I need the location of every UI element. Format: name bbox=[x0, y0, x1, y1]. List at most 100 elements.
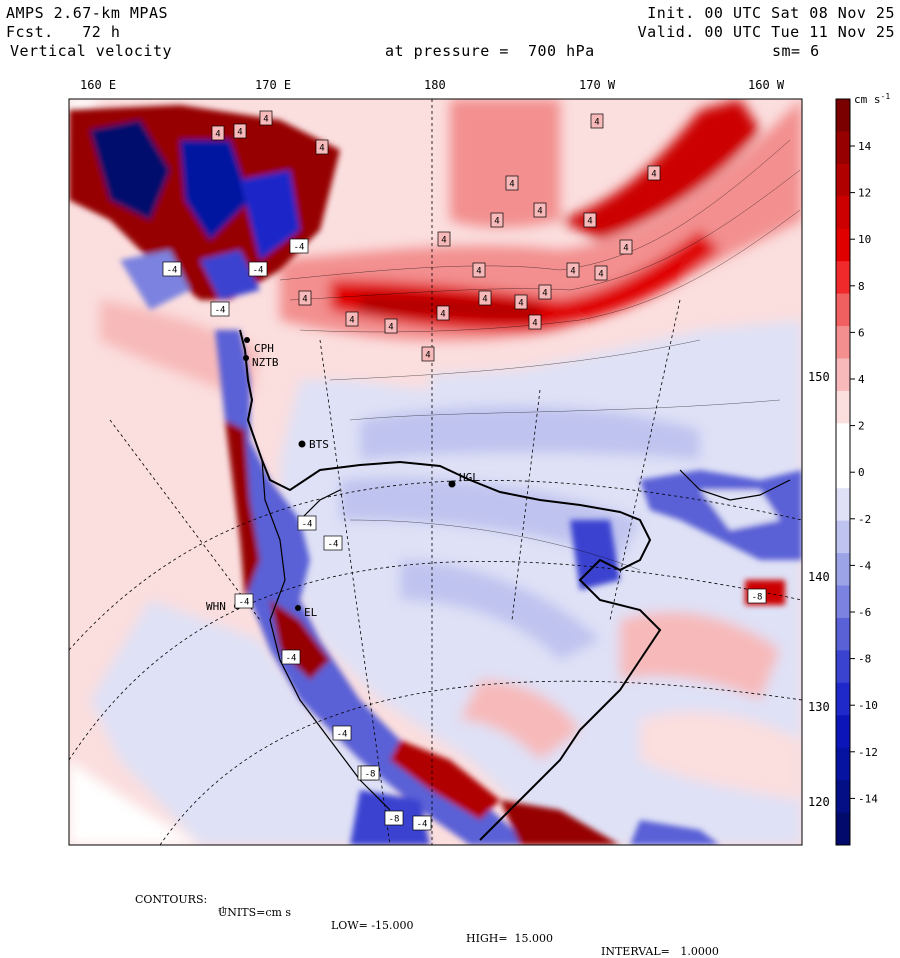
contour-label-text: -4 bbox=[294, 243, 305, 253]
contour-label-box bbox=[297, 515, 317, 531]
station-hgl: HGL bbox=[448, 471, 479, 488]
lon-label-170e: 170 E bbox=[255, 78, 291, 92]
colorbar-swatch bbox=[836, 228, 850, 262]
colorbar-swatch bbox=[836, 99, 850, 132]
colorbar-swatch bbox=[836, 390, 850, 424]
contour-label-text: 4 bbox=[263, 115, 268, 125]
colorbar-tick-label: 10 bbox=[858, 233, 871, 246]
colorbar-tick-label: -8 bbox=[858, 653, 871, 666]
contour-label-text: 4 bbox=[425, 351, 430, 361]
contour-label: 4 bbox=[315, 139, 329, 155]
colorbar-swatch bbox=[836, 261, 850, 295]
station-label-bts: BTS bbox=[309, 438, 329, 451]
contour-label: 4 bbox=[566, 262, 580, 278]
colorbar-ticks: 14 12 10 8 6 4 2 0 -2 -4 -6 -8 -10 -12 -14 bbox=[850, 140, 878, 805]
contour-label: 4 bbox=[619, 239, 633, 255]
colorbar-units: cm s-1 bbox=[854, 92, 890, 106]
contour-label-box bbox=[289, 238, 309, 254]
contour-label: 4 bbox=[384, 318, 398, 334]
colorbar-swatch bbox=[836, 812, 850, 846]
colorbar-swatch bbox=[836, 455, 850, 489]
contour-label: -4 bbox=[210, 301, 230, 317]
contour-label: -4 bbox=[234, 593, 254, 609]
contour-label-text: 4 bbox=[518, 299, 523, 309]
contour-label-text: 4 bbox=[587, 217, 592, 227]
contour-label-box bbox=[259, 110, 273, 126]
contour-label-text: 4 bbox=[623, 244, 628, 254]
contour-label-box bbox=[345, 311, 359, 327]
contour-label-text: 4 bbox=[441, 236, 446, 246]
contour-label-text: 4 bbox=[651, 170, 656, 180]
contour-label-box bbox=[210, 301, 230, 317]
contour-label-text: 4 bbox=[388, 323, 393, 333]
contour-label-box bbox=[583, 212, 597, 228]
contour-label: 4 bbox=[594, 265, 608, 281]
colorbar-swatch bbox=[836, 747, 850, 781]
units-label: UNITS=cm s bbox=[218, 906, 292, 919]
contour-label-box bbox=[594, 265, 608, 281]
contour-label-text: -4 bbox=[239, 598, 250, 608]
contour-label-box bbox=[412, 815, 432, 831]
contour-label: -4 bbox=[281, 649, 301, 665]
station-label-whn: WHN bbox=[206, 600, 226, 613]
colorbar-swatch bbox=[836, 520, 850, 554]
contour-label: -4 bbox=[248, 261, 268, 277]
contour-label: 4 bbox=[472, 262, 486, 278]
contour-label: 4 bbox=[211, 125, 225, 141]
colorbar-tick-label: -10 bbox=[858, 699, 878, 712]
contour-label: -4 bbox=[332, 725, 352, 741]
contour-info-footer: CONTOURS: UNITS=cm s -1 LOW= -15.000 HIGH… bbox=[0, 880, 900, 958]
colorbar: cm s-1 14 12 10 8 6 4 2 0 -2 -4 -6 -8 -10 -12 -14 bbox=[835, 92, 890, 846]
contour-label-text: 4 bbox=[349, 316, 354, 326]
contour-label: 4 bbox=[421, 346, 435, 362]
contour-label: 4 bbox=[259, 110, 273, 126]
contour-label-box bbox=[233, 123, 247, 139]
contour-label-text: -4 bbox=[286, 654, 297, 664]
contour-label-box bbox=[332, 725, 352, 741]
contour-label: 4 bbox=[647, 165, 661, 181]
contour-label: 4 bbox=[490, 212, 504, 228]
colorbar-swatch bbox=[836, 163, 850, 197]
contour-label-box bbox=[281, 649, 301, 665]
station-label-el: EL bbox=[304, 606, 318, 619]
valid-time: Valid. 00 UTC Tue 11 Nov 25 bbox=[637, 23, 895, 41]
colorbar-swatch bbox=[836, 293, 850, 327]
lon-label-180: 180 bbox=[424, 78, 446, 92]
contour-label-box bbox=[590, 113, 604, 129]
colorbar-tick-label: 4 bbox=[858, 373, 865, 386]
contour-label-text: 4 bbox=[494, 217, 499, 227]
contour-label-text: -8 bbox=[389, 815, 400, 825]
contour-labels: 4 4 4 4 4 4 4 4 4 4 4 4 4 4 4 4 4 4 4 4 4 4 4 4 -4 -4 -4 -4 -4 -4 -4 -4… bbox=[162, 110, 767, 831]
contour-label-text: 4 bbox=[598, 270, 603, 280]
contour-label: 4 bbox=[528, 314, 542, 330]
field-name: Vertical velocity bbox=[10, 42, 173, 60]
init-time: Init. 00 UTC Sat 08 Nov 25 bbox=[647, 4, 895, 22]
contour-label-box bbox=[234, 593, 254, 609]
contour-label-text: 4 bbox=[476, 267, 481, 277]
contour-label-box bbox=[533, 202, 547, 218]
colorbar-swatch bbox=[836, 553, 850, 587]
contour-label-box bbox=[384, 810, 404, 826]
colorbar-tick-label: 6 bbox=[858, 326, 865, 339]
colorbar-units-exp: -1 bbox=[881, 92, 891, 101]
contour-label-text: 4 bbox=[570, 267, 575, 277]
station-label-cph: CPH bbox=[254, 342, 274, 355]
contour-label: -4 bbox=[297, 515, 317, 531]
colorbar-units-text: cm s bbox=[854, 93, 881, 106]
colorbar-swatch bbox=[836, 585, 850, 619]
contour-label-box bbox=[566, 262, 580, 278]
colorbar-swatch bbox=[836, 682, 850, 716]
station-label-nztb: NZTB bbox=[252, 356, 279, 369]
lon-label-160w: 160 W bbox=[748, 78, 785, 92]
contour-label: 4 bbox=[478, 290, 492, 306]
map-field bbox=[69, 99, 802, 845]
contour-label-text: -4 bbox=[167, 266, 178, 276]
contour-label: -8 bbox=[747, 588, 767, 604]
colorbar-tick-label: 14 bbox=[858, 140, 872, 153]
contour-label: 4 bbox=[538, 284, 552, 300]
contour-label-text: 4 bbox=[482, 295, 487, 305]
colorbar-tick-label: -6 bbox=[858, 606, 871, 619]
contour-label: -4 bbox=[323, 535, 343, 551]
map-frame bbox=[68, 98, 803, 846]
station-label-hgl: HGL bbox=[459, 471, 479, 484]
